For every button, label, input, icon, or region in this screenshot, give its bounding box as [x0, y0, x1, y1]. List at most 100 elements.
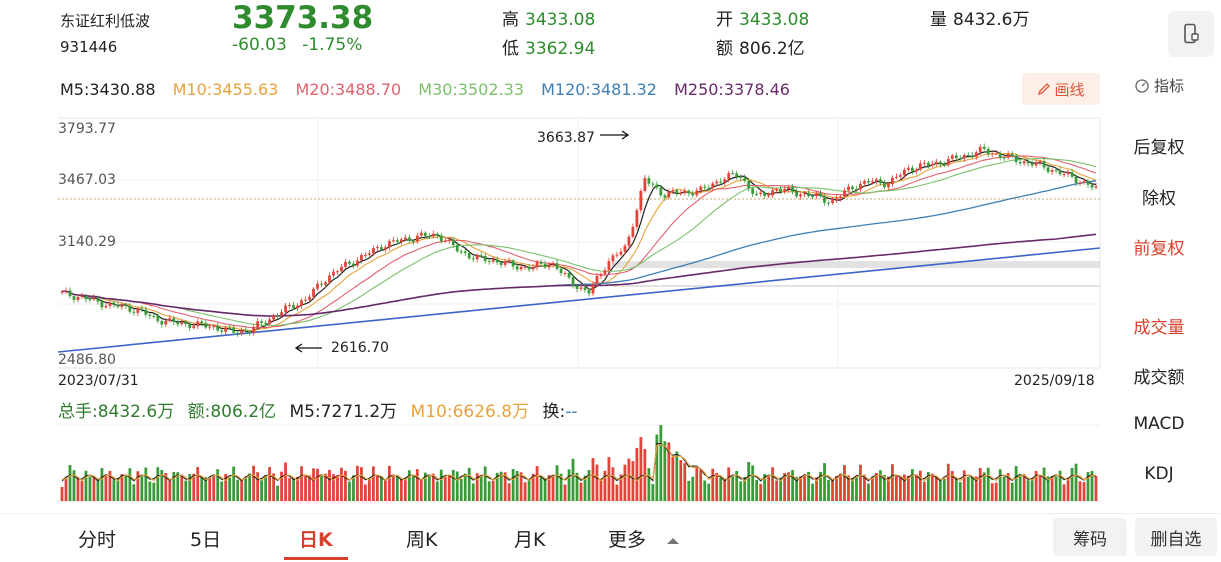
candle-body: [455, 245, 459, 252]
volume-bar: [679, 460, 683, 501]
menu-post-adjust[interactable]: 后复权: [1133, 138, 1185, 158]
candle-body: [1074, 176, 1078, 184]
candle-body: [372, 248, 375, 254]
candle-body: [120, 304, 124, 307]
candle-body: [132, 311, 136, 313]
candle-body: [340, 266, 343, 272]
candle-body: [64, 290, 68, 292]
indicator-button[interactable]: 指标: [1134, 75, 1184, 96]
candle-body: [1086, 181, 1090, 185]
pencil-icon: [1038, 83, 1051, 96]
tab-intraday[interactable]: 分时: [78, 529, 117, 551]
volume-bar: [891, 464, 894, 501]
tab-daily-k[interactable]: 日K: [299, 529, 333, 551]
candle-body: [863, 181, 866, 184]
candle-body: [387, 241, 391, 248]
volume-legend: 总手:8432.6万 额:806.2亿 M5:7271.2万 M10:6626.…: [58, 397, 593, 422]
candle-body: [487, 261, 491, 263]
volume-bar: [212, 475, 216, 501]
volume-bar: [463, 473, 467, 501]
candle-body: [934, 161, 938, 164]
candle-body: [739, 176, 743, 178]
candle-body: [312, 288, 315, 297]
tab-5day[interactable]: 5日: [190, 529, 222, 551]
volume-bar: [938, 480, 942, 501]
volume-bar: [228, 477, 232, 501]
menu-ex-rights[interactable]: 除权: [1142, 189, 1176, 209]
candle-body: [763, 192, 767, 196]
candle-body: [715, 181, 719, 184]
candle-body: [216, 326, 220, 331]
landscape-toggle-button[interactable]: [1168, 11, 1214, 57]
volume-bar: [224, 473, 228, 501]
candle-body: [547, 264, 551, 268]
volume-bar: [815, 477, 818, 501]
menu-pre-adjust[interactable]: 前复权: [1133, 239, 1185, 259]
remove-watchlist-button[interactable]: 删自选: [1135, 518, 1217, 556]
volume-bar: [1066, 478, 1070, 501]
volume-bar: [320, 474, 323, 501]
ma-m250: M250:3378.46: [674, 80, 790, 99]
menu-macd[interactable]: MACD: [1133, 414, 1185, 434]
volume-bar: [970, 477, 974, 501]
candle-body: [1018, 161, 1022, 164]
max-annotation: 3663.87: [537, 130, 595, 146]
tab-monthly-k[interactable]: 月K: [514, 529, 546, 551]
volume-bar: [192, 473, 196, 501]
candle-body: [687, 190, 691, 194]
ma-m10: M10:3455.63: [172, 80, 279, 99]
volume-bar: [898, 477, 902, 501]
volume-bar: [511, 469, 515, 501]
candle-body: [1022, 161, 1026, 164]
candle-body: [467, 253, 471, 259]
volume-bar: [1046, 476, 1050, 501]
chips-button[interactable]: 筹码: [1053, 518, 1127, 556]
volume-bar: [100, 468, 104, 501]
menu-turnover[interactable]: 成交额: [1133, 368, 1185, 388]
candle-body: [1014, 155, 1018, 162]
volume-bar: [328, 469, 331, 501]
candle-body: [180, 322, 184, 325]
candle-body: [902, 169, 906, 176]
volume-bar: [172, 471, 176, 501]
menu-volume[interactable]: 成交量: [1133, 318, 1185, 338]
candle-body: [635, 210, 639, 227]
candle-body: [851, 186, 854, 190]
tab-weekly-k[interactable]: 周K: [406, 529, 438, 551]
candle-body: [236, 332, 240, 334]
volume-bar: [296, 476, 299, 501]
stock-code: 931446: [60, 38, 118, 56]
candle-body: [783, 189, 786, 192]
volume-bar: [531, 473, 535, 501]
volume-bar: [639, 437, 643, 501]
support-band: [612, 261, 1100, 268]
gauge-icon: [1135, 78, 1149, 93]
candle-body: [475, 255, 479, 260]
candle-body: [535, 262, 539, 268]
volume-ma-lines: [61, 442, 1097, 482]
volume-bar: [276, 485, 279, 501]
volume-ma-line: [61, 443, 1097, 482]
candle-body: [336, 271, 339, 273]
tab-more[interactable]: 更多: [608, 525, 680, 552]
candle-body: [316, 283, 319, 289]
volume-bar: [595, 464, 599, 501]
candle-body: [587, 290, 591, 294]
candle-body: [603, 270, 607, 274]
volume-bar: [72, 470, 76, 501]
candle-body: [152, 315, 156, 317]
volume-bar: [631, 461, 635, 501]
draw-line-button[interactable]: 画线: [1022, 73, 1100, 105]
volume-bar: [344, 470, 347, 501]
candle-body: [779, 188, 783, 192]
volume-bar: [799, 476, 802, 501]
candle-body: [1066, 172, 1070, 175]
candle-body: [1034, 162, 1038, 166]
candle-body: [643, 178, 647, 192]
menu-kdj[interactable]: KDJ: [1144, 464, 1174, 484]
volume-bar: [304, 475, 307, 501]
volume-bars: [60, 425, 1098, 501]
candle-body: [1090, 184, 1094, 188]
candle-body: [375, 247, 379, 249]
